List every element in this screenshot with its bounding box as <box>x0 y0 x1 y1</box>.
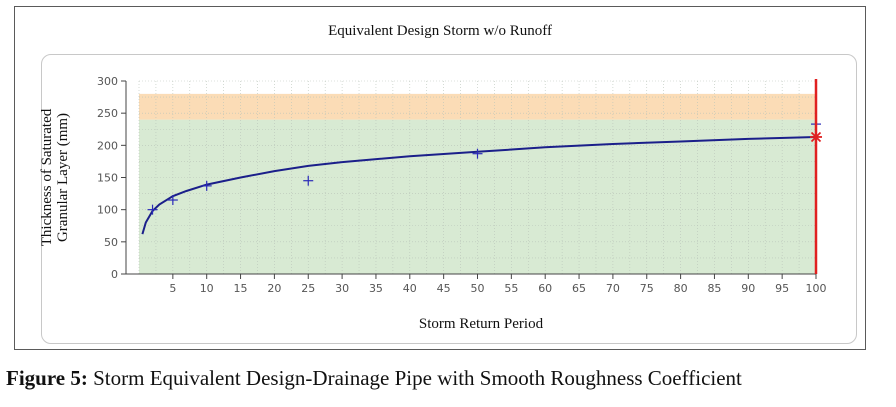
marker-star <box>810 131 822 143</box>
x-tick-label: 35 <box>369 282 383 295</box>
y-tick-label: 300 <box>97 75 118 88</box>
y-tick-label: 250 <box>97 107 118 120</box>
x-tick-label: 30 <box>335 282 349 295</box>
data-point <box>303 175 314 186</box>
x-tick-label: 15 <box>234 282 248 295</box>
y-tick-label: 50 <box>104 236 118 249</box>
x-tick-label: 85 <box>707 282 721 295</box>
data-point <box>147 204 158 215</box>
x-tick-label: 80 <box>674 282 688 295</box>
data-point <box>201 180 212 191</box>
chart-title: Equivalent Design Storm w/o Runoff <box>328 23 552 39</box>
x-tick-label: 75 <box>640 282 654 295</box>
data-point <box>472 148 483 159</box>
y-tick-label: 0 <box>111 268 118 281</box>
x-tick-label: 50 <box>471 282 485 295</box>
figure-caption-label: Figure 5: <box>6 366 88 390</box>
data-point <box>167 195 178 206</box>
y-tick-label: 150 <box>97 172 118 185</box>
x-tick-label: 5 <box>169 282 176 295</box>
figure-caption: Figure 5: Storm Equivalent Design-Draina… <box>6 366 896 391</box>
x-tick-label: 20 <box>267 282 281 295</box>
x-tick-label: 10 <box>200 282 214 295</box>
x-tick-label: 70 <box>606 282 620 295</box>
y-axis-label-line2: Granular Layer (mm) <box>55 113 71 242</box>
x-tick-label: 90 <box>741 282 755 295</box>
y-axis-label-line1: Thickness of Saturated <box>39 108 55 246</box>
x-tick-label: 55 <box>504 282 518 295</box>
band-0 <box>139 119 816 274</box>
y-tick-label: 200 <box>97 139 118 152</box>
x-axis-label: Storm Return Period <box>419 316 544 332</box>
x-tick-label: 100 <box>806 282 827 295</box>
figure-frame: Equivalent Design Storm w/o Runoff 0 50 10… <box>14 6 866 350</box>
y-tick-label: 100 <box>97 204 118 217</box>
x-tick-label: 25 <box>301 282 315 295</box>
x-tick-label: 40 <box>403 282 417 295</box>
x-tick-label: 45 <box>437 282 451 295</box>
model-curve <box>141 136 817 235</box>
x-tick-label: 65 <box>572 282 586 295</box>
figure-caption-text: Storm Equivalent Design-Drainage Pipe wi… <box>87 366 742 390</box>
band-1 <box>139 93 816 120</box>
chart-plot: 0 50 100 150 200 250 300 5 10 15 20 25 30 35 40 45 50 55 6… <box>39 75 827 332</box>
x-tick-label: 60 <box>538 282 552 295</box>
x-tick-label: 95 <box>775 282 789 295</box>
